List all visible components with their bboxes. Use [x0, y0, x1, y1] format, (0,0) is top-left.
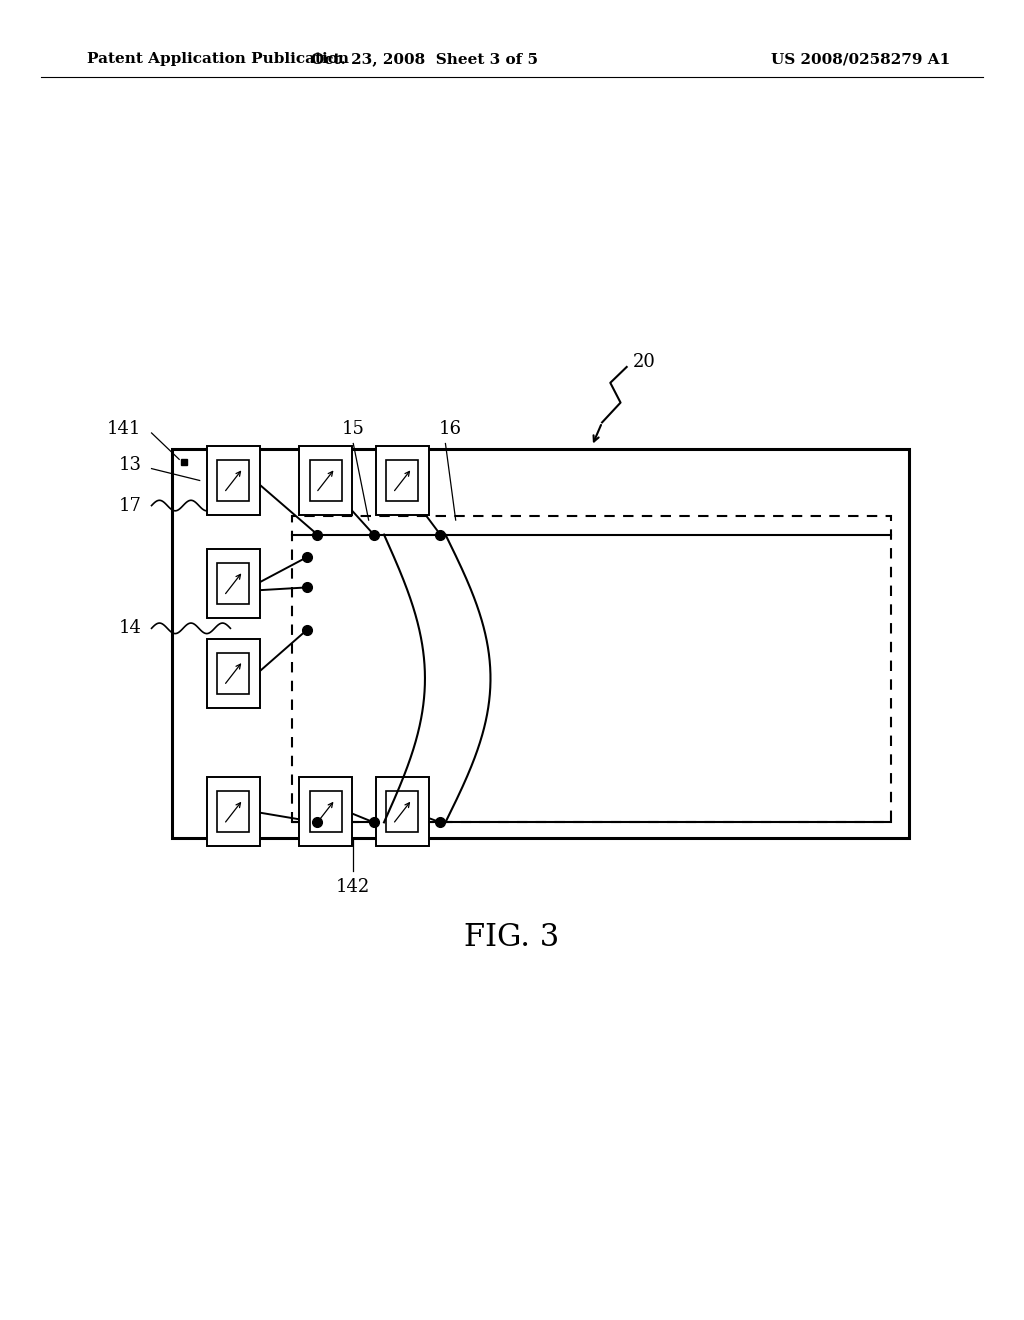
Bar [376, 446, 429, 515]
Text: 17: 17 [119, 496, 141, 515]
Text: 13: 13 [119, 455, 141, 474]
Bar [217, 562, 250, 605]
Text: Patent Application Publication: Patent Application Publication [87, 53, 349, 66]
Bar [217, 791, 250, 833]
Bar [292, 516, 891, 822]
Text: 15: 15 [342, 420, 365, 438]
Bar [207, 639, 260, 708]
Bar [299, 777, 352, 846]
Bar [376, 777, 429, 846]
Bar [217, 459, 250, 502]
Bar [309, 459, 342, 502]
Text: US 2008/0258279 A1: US 2008/0258279 A1 [770, 53, 950, 66]
Bar [207, 549, 260, 618]
Bar [386, 791, 419, 833]
Text: Oct. 23, 2008  Sheet 3 of 5: Oct. 23, 2008 Sheet 3 of 5 [311, 53, 539, 66]
Bar [172, 449, 909, 838]
Text: FIG. 3: FIG. 3 [464, 921, 560, 953]
Text: 14: 14 [119, 619, 141, 638]
Bar [207, 446, 260, 515]
Bar [217, 652, 250, 694]
Text: 20: 20 [633, 352, 655, 371]
Text: 142: 142 [336, 878, 371, 896]
Bar [309, 791, 342, 833]
Bar [207, 777, 260, 846]
Bar [299, 446, 352, 515]
Text: 141: 141 [106, 420, 141, 438]
Text: 16: 16 [439, 420, 462, 438]
Bar [386, 459, 419, 502]
